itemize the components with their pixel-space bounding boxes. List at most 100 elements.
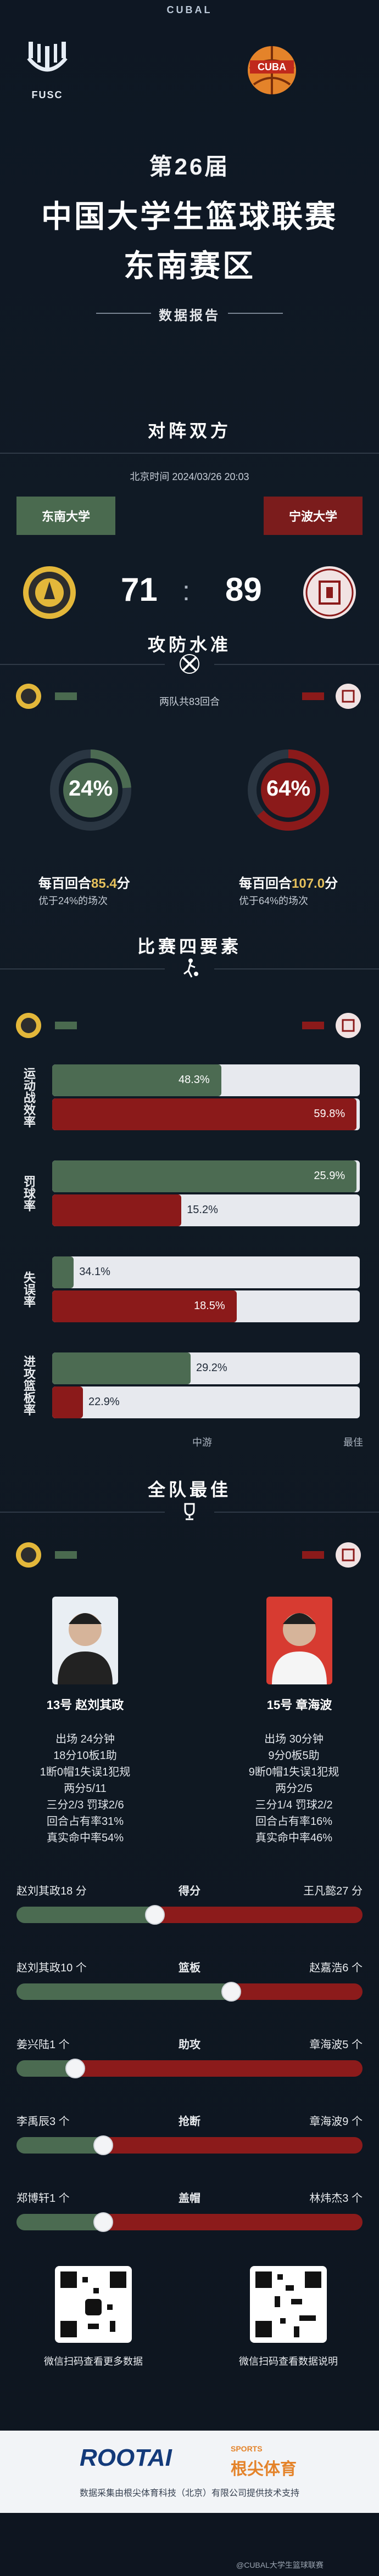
qr-right-caption: 微信扫码查看数据说明 bbox=[239, 2356, 338, 2367]
away-player-stat-line: 三分1/4 罚球2/2 bbox=[255, 1799, 333, 1811]
away-leader-label: 林炜杰3 个 bbox=[309, 2192, 363, 2205]
home-metric-unit: 分 bbox=[116, 876, 130, 891]
home-factor-bar bbox=[52, 1352, 191, 1384]
away-player-photo bbox=[266, 1597, 332, 1684]
report-subtitle: 数据报告 bbox=[159, 308, 220, 323]
home-player-name: 13号 赵刘其政 bbox=[46, 1698, 124, 1712]
home-leader-label: 赵刘其政10 个 bbox=[16, 1962, 87, 1974]
school-logo-text: FUSC bbox=[31, 89, 63, 100]
home-color-flag bbox=[55, 1022, 77, 1029]
footer-note: 数据采集由根尖体育科技（北京）有限公司提供技术支持 bbox=[79, 2489, 299, 2498]
league-title: 中国大学生篮球联赛 bbox=[41, 199, 338, 234]
away-share bbox=[155, 1907, 363, 1923]
comparison-bar bbox=[16, 1983, 363, 2000]
crossed-swords-icon bbox=[180, 654, 199, 674]
away-color-flag bbox=[302, 1022, 324, 1029]
home-factor-bar bbox=[52, 1064, 221, 1096]
factor-track bbox=[52, 1386, 360, 1418]
away-factor-bar bbox=[52, 1386, 83, 1418]
away-player-stat-line: 9断0帽1失误1犯规 bbox=[248, 1766, 339, 1778]
comparison-bar bbox=[16, 2060, 363, 2077]
home-color-flag bbox=[55, 1551, 77, 1559]
away-share bbox=[103, 2214, 363, 2230]
divider bbox=[214, 1512, 379, 1513]
svg-text:CUBA: CUBA bbox=[258, 61, 286, 72]
away-player-stat-line: 真实命中率46% bbox=[255, 1832, 333, 1844]
best-section-title: 全队最佳 bbox=[147, 1480, 231, 1500]
axis-max-label: 最佳 bbox=[343, 1437, 363, 1448]
away-player-stat-line: 出场 30分钟 bbox=[264, 1733, 324, 1745]
factor-label: 运动战效率 bbox=[22, 1067, 36, 1128]
away-mini-crest-icon bbox=[336, 1542, 361, 1568]
home-share bbox=[16, 2137, 103, 2154]
region-title: 东南赛区 bbox=[124, 249, 255, 283]
home-factor-value: 48.3% bbox=[179, 1074, 210, 1086]
home-metric-prefix: 每百回合 bbox=[38, 876, 91, 891]
away-score: 89 bbox=[225, 571, 262, 608]
home-points-per-100: 每百回合85.4分 bbox=[38, 872, 130, 892]
school-logo: FUSC bbox=[20, 38, 75, 110]
qr-pattern-icon bbox=[60, 2271, 126, 2337]
divider bbox=[0, 1512, 165, 1513]
metric-label: 篮板 bbox=[179, 1962, 200, 1974]
home-factor-bar bbox=[52, 1160, 357, 1192]
home-mini-crest-icon bbox=[16, 1542, 41, 1568]
factor-label: 罚球率 bbox=[22, 1175, 36, 1211]
away-mini-crest-icon bbox=[336, 684, 361, 709]
home-player-stat-line: 回合占有率31% bbox=[46, 1816, 124, 1828]
divider bbox=[214, 968, 379, 969]
home-player-stat-line: 真实命中率54% bbox=[46, 1832, 124, 1844]
game-time: 北京时间 2024/03/26 20:03 bbox=[130, 471, 249, 482]
away-color-flag bbox=[302, 692, 324, 700]
away-factor-value: 15.2% bbox=[187, 1204, 218, 1216]
divider bbox=[214, 664, 379, 665]
away-metric-unit: 分 bbox=[325, 876, 338, 891]
qr-code-left[interactable] bbox=[55, 2266, 132, 2343]
footer-brand-cn: 根尖体育 bbox=[231, 2460, 297, 2478]
split-knob bbox=[93, 2212, 113, 2232]
away-factor-bar bbox=[52, 1194, 182, 1226]
home-player-stat-line: 1断0帽1失误1犯规 bbox=[40, 1766, 131, 1778]
qr-code-right[interactable] bbox=[250, 2266, 327, 2343]
home-crest-icon bbox=[23, 566, 76, 619]
home-factor-bar bbox=[52, 1256, 74, 1288]
home-leader-label: 赵刘其政18 分 bbox=[16, 1885, 87, 1897]
away-metric-prefix: 每百回合 bbox=[239, 876, 292, 891]
away-leader-label: 王凡懿27 分 bbox=[303, 1885, 363, 1897]
split-knob bbox=[145, 1905, 165, 1925]
metric-label: 得分 bbox=[179, 1885, 200, 1897]
away-player-name: 15号 章海波 bbox=[266, 1698, 332, 1712]
home-score: 71 bbox=[121, 571, 158, 608]
factor-label: 失误率 bbox=[22, 1271, 36, 1307]
home-player-stat-line: 18分10板1助 bbox=[53, 1750, 117, 1762]
axis-mid-label: 中游 bbox=[192, 1437, 212, 1448]
factor-track bbox=[52, 1256, 360, 1288]
away-share bbox=[75, 2060, 363, 2077]
home-leader-label: 姜兴陆1 个 bbox=[16, 2039, 70, 2051]
home-factor-value: 34.1% bbox=[79, 1266, 110, 1278]
offense-section-title: 攻防水准 bbox=[147, 635, 231, 655]
away-share bbox=[231, 1983, 363, 2000]
away-offense-pct: 64% bbox=[266, 776, 311, 801]
comparison-bar bbox=[16, 2214, 363, 2230]
away-points-per-100: 每百回合107.0分 bbox=[239, 872, 338, 892]
matchup-section-title: 对阵双方 bbox=[147, 421, 231, 441]
home-player-stat-line: 两分5/11 bbox=[64, 1783, 107, 1795]
edition-title: 第26届 bbox=[149, 154, 230, 179]
factor-label: 进攻篮板率 bbox=[22, 1355, 36, 1416]
home-mini-crest-icon bbox=[16, 1013, 41, 1038]
comparison-bar bbox=[16, 2137, 363, 2154]
score-separator: : bbox=[182, 576, 190, 606]
metric-label: 抢断 bbox=[179, 2116, 200, 2128]
comparison-bar bbox=[16, 1907, 363, 1923]
subtitle-rule-left bbox=[96, 313, 151, 314]
home-share bbox=[16, 1983, 231, 2000]
footer-brand-tag: SPORTS bbox=[231, 2444, 263, 2453]
subtitle-rule-right bbox=[228, 313, 283, 314]
away-share bbox=[103, 2137, 363, 2154]
league-brand: CUBAL bbox=[166, 4, 213, 15]
away-offense-ring bbox=[248, 749, 329, 831]
split-knob bbox=[221, 1982, 241, 2002]
away-factor-value: 18.5% bbox=[194, 1300, 225, 1312]
home-leader-label: 李禹辰3 个 bbox=[16, 2116, 70, 2128]
